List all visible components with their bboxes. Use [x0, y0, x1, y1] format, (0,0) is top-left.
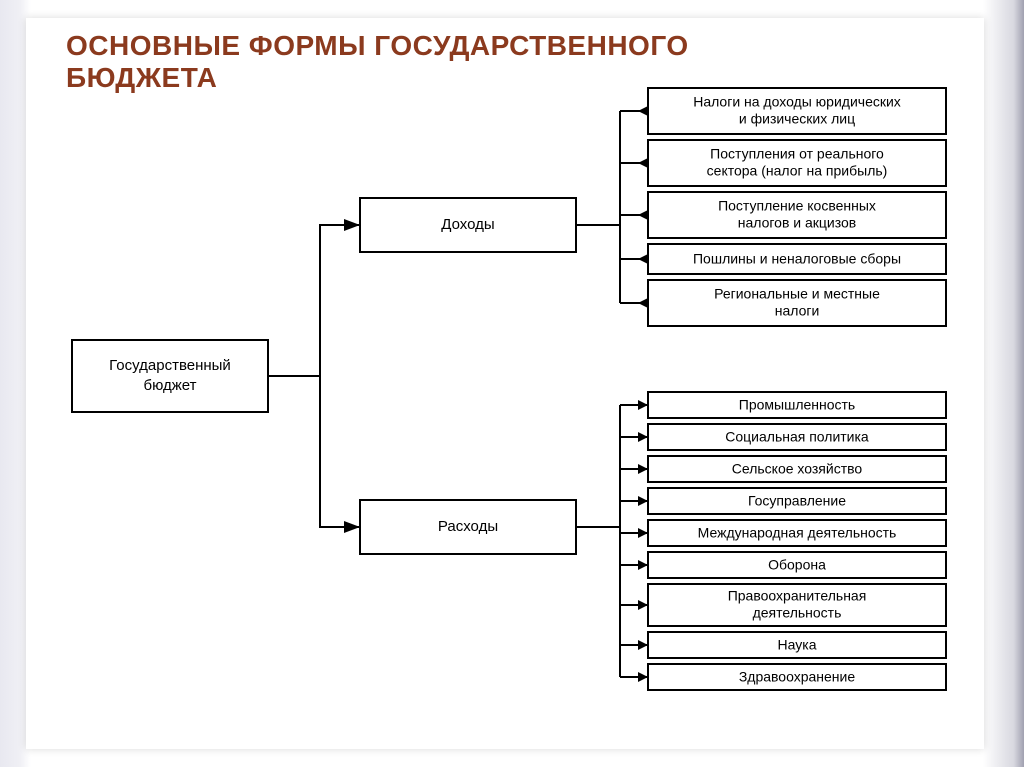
item-label-expense-4: Международная деятельность: [698, 525, 897, 541]
item-label-income-2-b: налогов и акцизов: [738, 215, 857, 231]
item-label-expense-0: Промышленность: [739, 397, 855, 413]
item-label-expense-3: Госуправление: [748, 493, 846, 509]
item-label-income-0-a: Налоги на доходы юридических: [693, 94, 901, 110]
item-label-income-2-a: Поступление косвенных: [718, 198, 876, 214]
item-label-expense-6-b: деятельность: [753, 605, 842, 621]
item-label-income-1-a: Поступления от реального: [710, 146, 884, 162]
item-label-expense-8: Здравоохранение: [739, 669, 856, 685]
root-label-2: бюджет: [143, 377, 196, 394]
branch-label-expense: Расходы: [438, 518, 498, 535]
item-label-expense-1: Социальная политика: [725, 429, 869, 445]
budget-diagram: Государственный бюджет Доходы Налоги на дох…: [0, 0, 1024, 767]
item-label-expense-5: Оборона: [768, 557, 826, 573]
item-label-income-0-b: и физических лиц: [739, 111, 855, 127]
item-label-expense-7: Наука: [778, 637, 817, 653]
item-label-expense-2: Сельское хозяйство: [732, 461, 863, 477]
branch-label-income: Доходы: [441, 216, 494, 233]
root-label-1: Государственный: [109, 357, 231, 374]
item-label-income-4-b: налоги: [775, 303, 820, 319]
item-label-income-3: Пошлины и неналоговые сборы: [693, 251, 901, 267]
item-label-income-4-a: Региональные и местные: [714, 286, 880, 302]
item-label-expense-6-a: Правоохранительная: [728, 588, 867, 604]
item-label-income-1-b: сектора (налог на прибыль): [707, 163, 888, 179]
